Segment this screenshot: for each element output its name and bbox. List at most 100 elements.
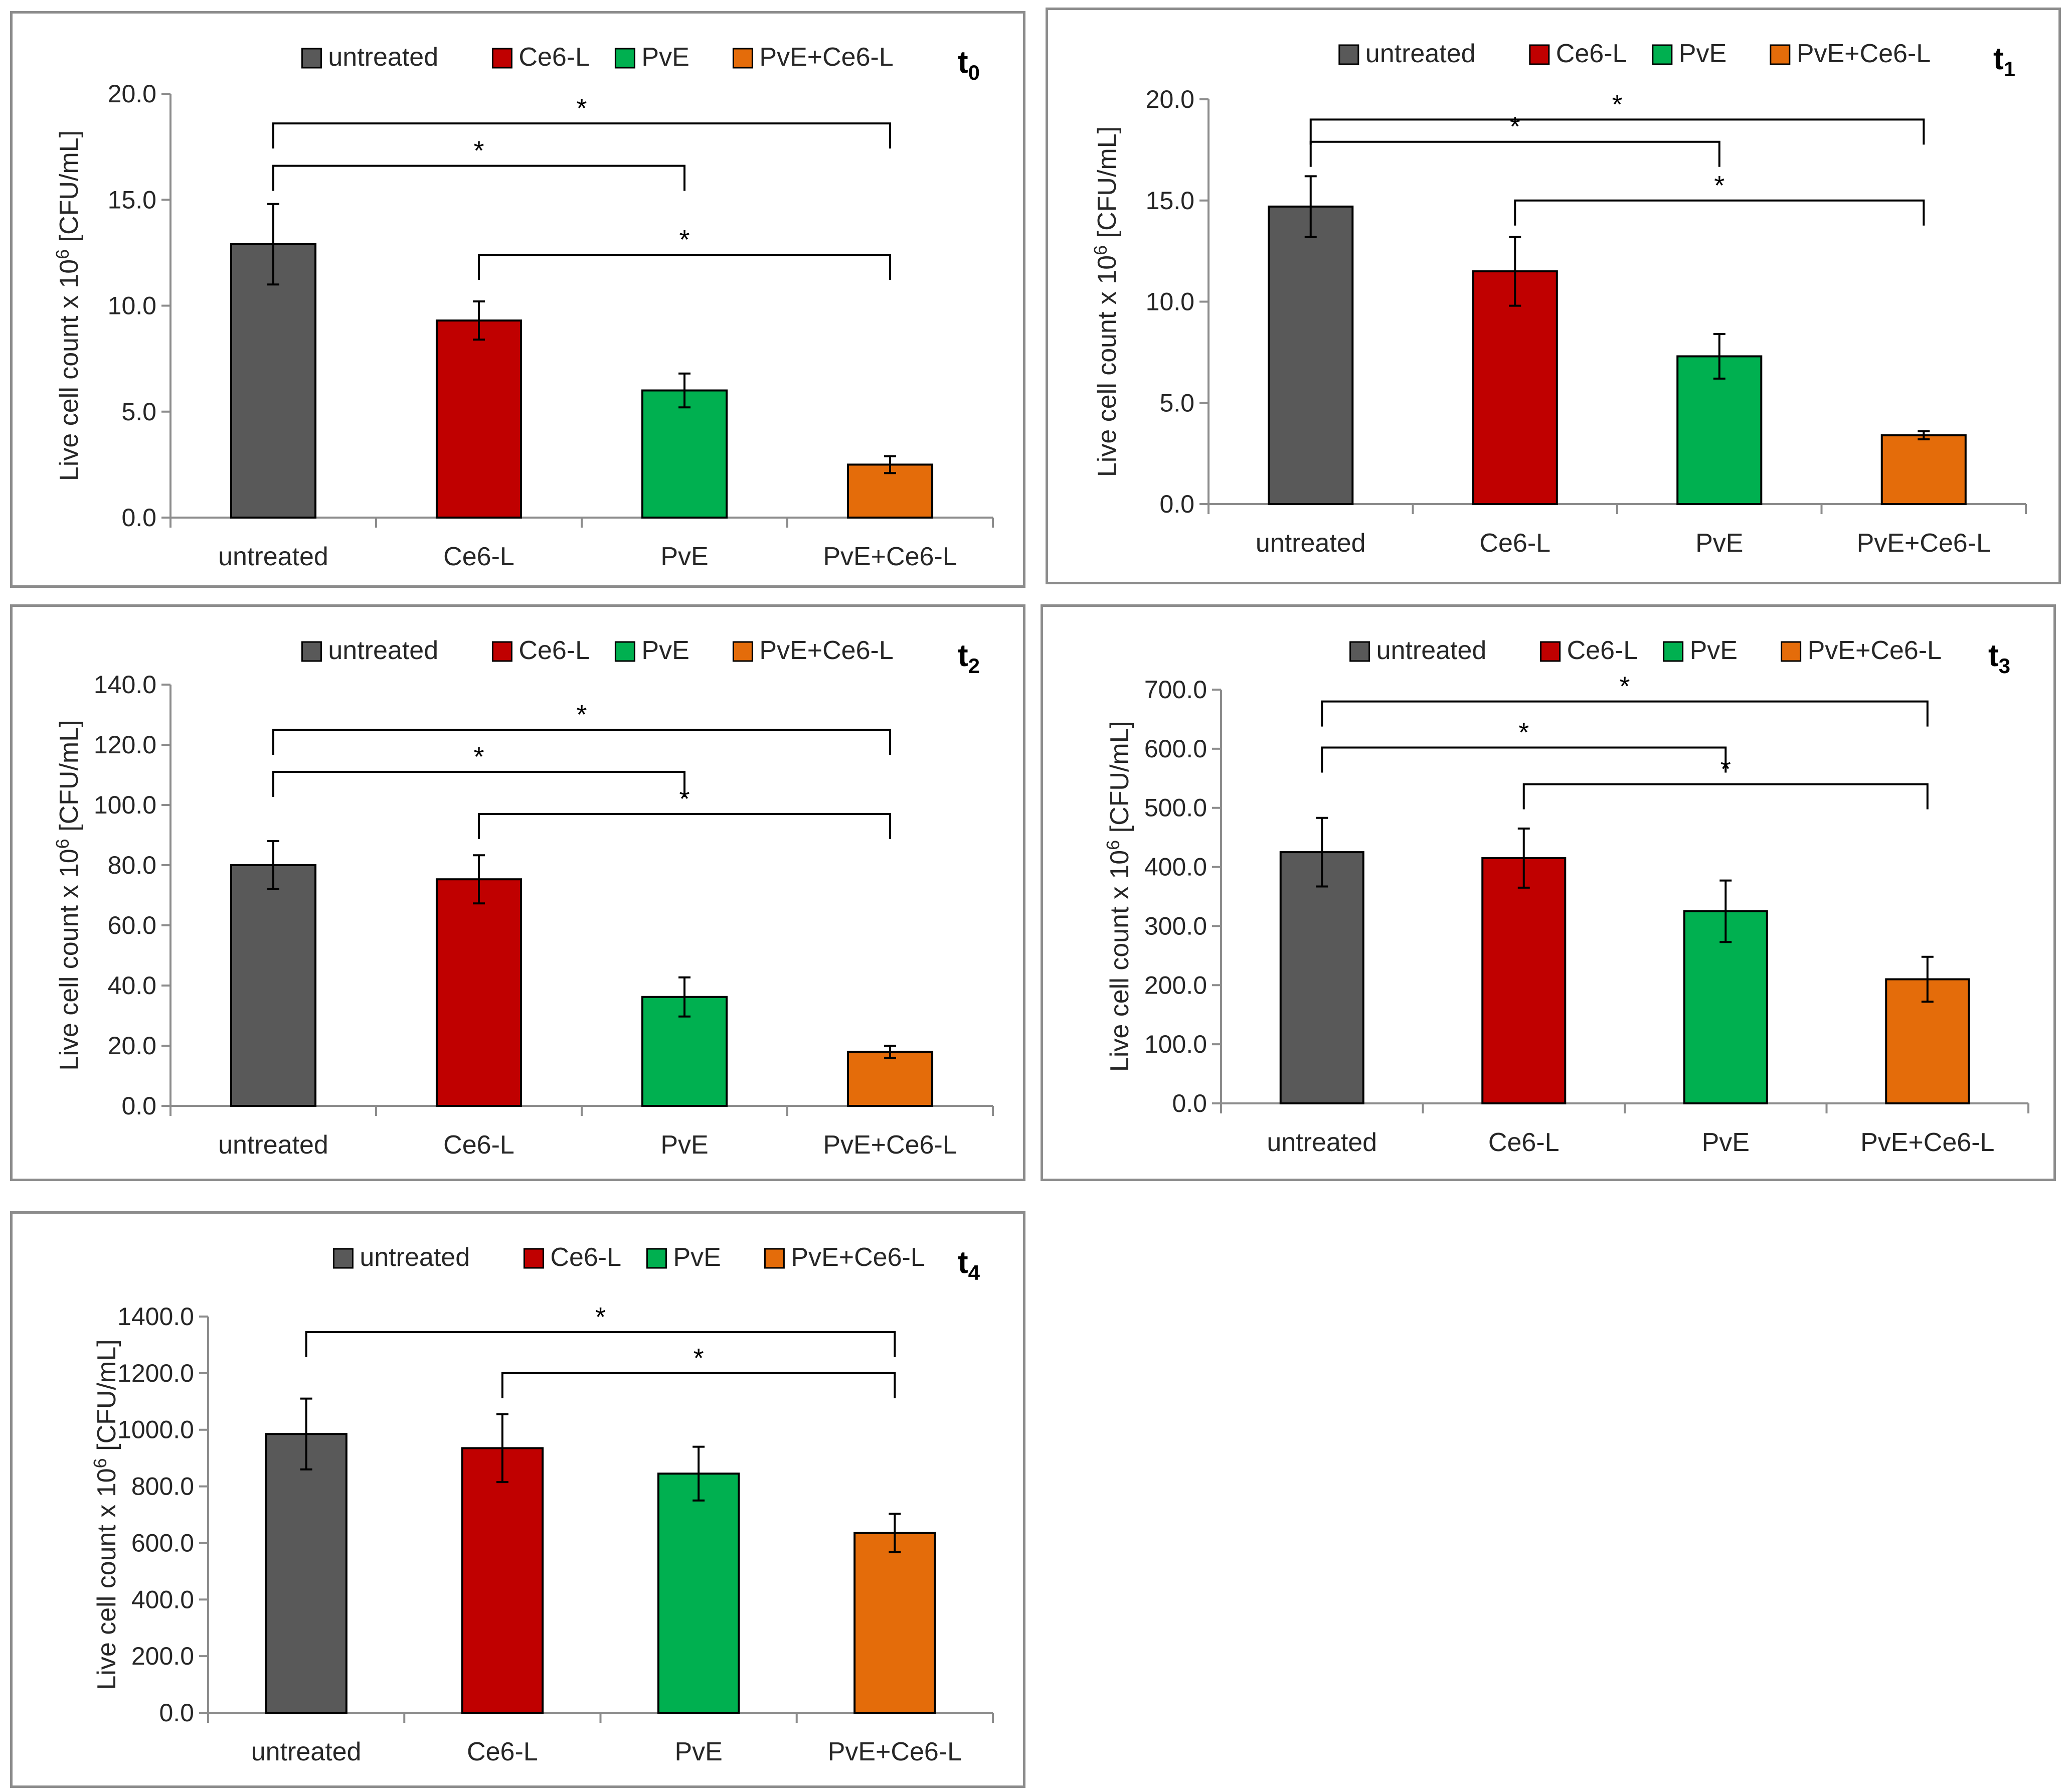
significance-bracket-0 [272, 729, 891, 755]
x-tick-label-2: PvE [674, 1737, 722, 1766]
y-tick-label: 0.0 [159, 1699, 194, 1727]
y-tick-label: 500.0 [1144, 794, 1207, 822]
x-tick-label-2: PvE [660, 542, 708, 571]
significance-bracket-2 [1522, 783, 1929, 809]
significance-bracket-1 [272, 165, 685, 191]
significance-bracket-2 [478, 254, 891, 280]
y-tick-label: 0.0 [1159, 490, 1194, 518]
bar-0 [1268, 205, 1354, 506]
significance-bracket-2 [1514, 199, 1925, 226]
y-tick-label: 0.0 [121, 504, 156, 532]
y-tick-label: 300.0 [1144, 912, 1207, 940]
x-tick-label-3: PvE+Ce6-L [828, 1737, 962, 1766]
y-axis-title: Live cell count x 106 [CFU/mL] [52, 720, 84, 1070]
y-tick-label: 100.0 [94, 791, 156, 819]
panel-label: t1 [1993, 42, 2015, 81]
y-tick-label: 140.0 [94, 671, 156, 699]
significance-bracket-2 [478, 813, 891, 839]
legend: untreated Ce6-L PvE PvE+Ce6-L [1338, 39, 1931, 68]
x-tick-label-0: untreated [218, 542, 328, 571]
x-tick-label-2: PvE [1702, 1128, 1750, 1157]
legend-swatch-2 [614, 48, 635, 69]
bar-0 [230, 864, 317, 1107]
significance-bracket-1 [1321, 746, 1727, 773]
bar-3 [853, 1532, 936, 1714]
chart-panel-t1: untreated Ce6-L PvE PvE+Ce6-L t1 0.0 5.0 10.0 15… [1046, 8, 2061, 584]
legend-swatch-3 [764, 1248, 785, 1269]
legend-label-1: Ce6-L [1567, 636, 1638, 665]
significance-label-1: * [473, 742, 484, 772]
significance-label-2: * [679, 225, 690, 255]
legend-label-2: PvE [673, 1243, 721, 1272]
significance-label-2: * [1714, 171, 1725, 201]
significance-bracket-0 [305, 1331, 896, 1358]
y-tick-label: 5.0 [121, 398, 156, 426]
y-tick-label: 15.0 [108, 186, 156, 214]
legend-label-3: PvE+Ce6-L [759, 43, 893, 72]
significance-label-0: * [576, 700, 587, 730]
significance-bracket-0 [272, 122, 891, 149]
y-axis-title: Live cell count x 106 [CFU/mL] [52, 130, 84, 481]
legend-label-0: untreated [1365, 39, 1476, 68]
y-tick-label: 600.0 [1144, 735, 1207, 763]
x-tick-label-3: PvE+Ce6-L [1857, 529, 1991, 558]
chart-panel-t4: untreated Ce6-L PvE PvE+Ce6-L t4 0.0 200.0 400.… [10, 1211, 1025, 1788]
y-tick-label: 0.0 [121, 1092, 156, 1120]
y-tick-label: 0.0 [1172, 1089, 1207, 1117]
bar-3 [1880, 434, 1967, 505]
bar-2 [641, 389, 728, 519]
y-tick-label: 20.0 [108, 1032, 156, 1060]
y-tick-label: 200.0 [131, 1642, 194, 1670]
chart-svg-t2: untreated Ce6-L PvE PvE+Ce6-L t2 0.0 20.0 40.0 6… [52, 636, 994, 1160]
significance-bracket-1 [1309, 140, 1720, 167]
significance-bracket-1 [272, 771, 685, 797]
y-tick-label: 120.0 [94, 731, 156, 759]
x-tick-label-1: Ce6-L [443, 1130, 514, 1160]
panel-label: t3 [1988, 638, 2010, 678]
bar-1 [435, 319, 523, 519]
legend-swatch-3 [732, 48, 753, 69]
y-tick-label: 5.0 [1159, 389, 1194, 417]
legend-swatch-3 [1770, 44, 1791, 65]
legend-label-0: untreated [328, 636, 438, 665]
legend-label-2: PvE [1690, 636, 1738, 665]
legend-label-1: Ce6-L [519, 43, 590, 72]
x-tick-label-3: PvE+Ce6-L [823, 1130, 957, 1160]
legend-label-3: PvE+Ce6-L [1797, 39, 1931, 68]
legend-swatch-1 [1540, 641, 1561, 662]
y-tick-label: 800.0 [131, 1473, 194, 1501]
y-tick-label: 400.0 [131, 1585, 194, 1613]
legend-label-0: untreated [328, 43, 438, 72]
legend-label-3: PvE+Ce6-L [1808, 636, 1942, 665]
significance-label-1: * [1510, 112, 1520, 142]
y-tick-label: 1200.0 [117, 1359, 194, 1387]
significance-label-2: * [1720, 754, 1731, 784]
legend-swatch-0 [1338, 44, 1359, 65]
x-tick-label-0: untreated [1267, 1128, 1377, 1157]
chart-panel-t3: untreated Ce6-L PvE PvE+Ce6-L t3 0.0 100.0 200.… [1041, 604, 2056, 1181]
legend: untreated Ce6-L PvE PvE+Ce6-L [1349, 636, 1942, 665]
y-tick-label: 100.0 [1144, 1030, 1207, 1058]
bar-2 [1676, 355, 1763, 505]
bar-1 [435, 878, 523, 1107]
y-tick-label: 20.0 [108, 80, 156, 108]
legend-label-1: Ce6-L [550, 1243, 621, 1272]
legend-swatch-0 [1349, 641, 1370, 662]
y-tick-label: 600.0 [131, 1529, 194, 1557]
y-tick-label: 400.0 [1144, 853, 1207, 881]
bar-1 [1481, 857, 1567, 1104]
bar-0 [265, 1433, 348, 1714]
bar-0 [230, 243, 317, 519]
y-tick-label: 200.0 [1144, 971, 1207, 999]
legend-swatch-1 [523, 1248, 544, 1269]
significance-label-0: * [595, 1302, 606, 1332]
y-tick-label: 80.0 [108, 851, 156, 879]
legend-label-2: PvE [641, 43, 689, 72]
bar-3 [846, 1051, 934, 1107]
legend: untreated Ce6-L PvE PvE+Ce6-L [332, 1243, 925, 1272]
legend-label-2: PvE [1679, 39, 1727, 68]
legend-swatch-3 [732, 641, 753, 662]
significance-label-1: * [473, 136, 484, 166]
y-tick-label: 15.0 [1146, 187, 1194, 215]
x-tick-label-0: untreated [251, 1737, 362, 1766]
